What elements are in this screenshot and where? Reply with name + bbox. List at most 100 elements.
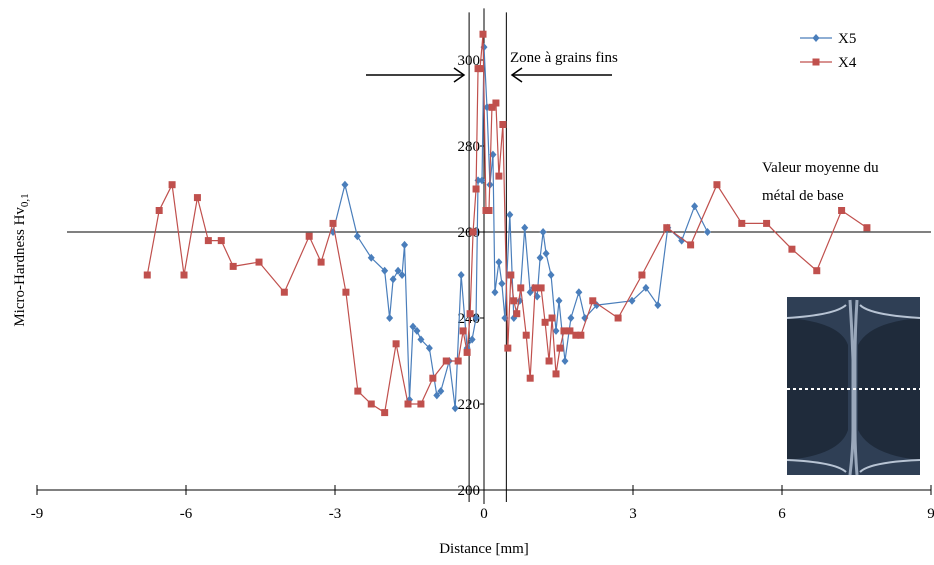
- point: [342, 288, 350, 296]
- legend-label: X4: [838, 55, 857, 71]
- x-tick-label: -9: [31, 506, 44, 522]
- x-axis-label: Distance [mm]: [439, 541, 529, 557]
- point: [541, 318, 549, 326]
- point: [495, 172, 503, 180]
- point: [442, 357, 450, 365]
- point: [354, 387, 362, 395]
- x-tick-label: 0: [480, 506, 488, 522]
- legend-label: X5: [838, 31, 856, 47]
- point: [429, 374, 437, 382]
- point: [547, 271, 555, 279]
- point: [193, 194, 201, 202]
- y-label-text: Micro-Hardness Hv: [12, 207, 28, 327]
- point: [255, 258, 263, 266]
- point: [454, 357, 462, 365]
- point: [437, 387, 445, 396]
- point: [691, 202, 699, 211]
- point: [143, 271, 151, 279]
- point: [575, 288, 583, 297]
- point: [628, 296, 636, 305]
- point: [417, 335, 425, 344]
- point: [386, 314, 394, 322]
- reference-annotation: métal de base: [762, 188, 844, 204]
- point: [678, 236, 686, 245]
- point: [545, 357, 553, 365]
- point: [381, 266, 389, 275]
- point: [552, 326, 560, 335]
- point: [433, 391, 441, 400]
- legend-marker: [812, 58, 820, 66]
- point: [401, 240, 409, 249]
- point: [552, 370, 560, 378]
- point: [413, 326, 421, 335]
- point: [498, 279, 506, 288]
- point: [495, 258, 503, 267]
- point: [548, 314, 556, 322]
- point: [468, 335, 476, 344]
- x-tick-label: -3: [329, 506, 342, 522]
- point: [488, 103, 496, 111]
- point: [217, 237, 225, 245]
- point: [329, 219, 337, 227]
- reference-annotation: Valeur moyenne du: [762, 160, 879, 176]
- point: [451, 404, 459, 413]
- point: [367, 253, 375, 262]
- point: [457, 271, 465, 279]
- point: [536, 253, 544, 262]
- x-tick-label: -6: [180, 506, 193, 522]
- point: [521, 223, 529, 232]
- point: [425, 344, 433, 353]
- point: [687, 241, 695, 249]
- zone-annotation: Zone à grains fins: [510, 50, 618, 66]
- point: [491, 288, 499, 297]
- point: [417, 400, 425, 408]
- point: [788, 245, 796, 253]
- point: [507, 271, 515, 279]
- point: [459, 327, 467, 335]
- point: [642, 283, 650, 292]
- point: [704, 228, 711, 236]
- point: [305, 232, 313, 240]
- point: [492, 99, 500, 107]
- point: [663, 224, 671, 232]
- inset-image: [786, 297, 921, 476]
- point: [341, 180, 349, 189]
- point: [577, 331, 585, 339]
- point: [566, 327, 574, 335]
- point: [763, 219, 771, 227]
- point: [560, 327, 568, 335]
- point: [463, 348, 471, 356]
- point: [466, 310, 474, 318]
- point: [409, 322, 417, 331]
- point: [614, 314, 622, 322]
- x-tick-label: 6: [778, 506, 786, 522]
- point: [404, 400, 412, 408]
- point: [738, 219, 746, 227]
- point: [229, 262, 237, 270]
- point: [537, 284, 545, 292]
- point: [504, 344, 512, 352]
- point: [713, 181, 721, 189]
- point: [517, 284, 525, 292]
- point: [392, 340, 400, 348]
- point: [317, 258, 325, 266]
- y-label-subscript: 0,1: [19, 193, 31, 207]
- point: [168, 181, 176, 189]
- point: [638, 271, 646, 279]
- point: [476, 65, 484, 73]
- y-axis-label: Micro-Hardness Hv0,1: [12, 193, 31, 326]
- point: [567, 314, 575, 322]
- point: [180, 271, 188, 279]
- point: [479, 30, 487, 38]
- point: [572, 331, 580, 339]
- arrows: [366, 67, 612, 83]
- point: [204, 237, 212, 245]
- point: [589, 297, 597, 305]
- point: [654, 301, 662, 310]
- point: [478, 176, 486, 185]
- point: [506, 210, 514, 219]
- point: [531, 284, 539, 292]
- point: [542, 249, 550, 258]
- point: [522, 331, 530, 339]
